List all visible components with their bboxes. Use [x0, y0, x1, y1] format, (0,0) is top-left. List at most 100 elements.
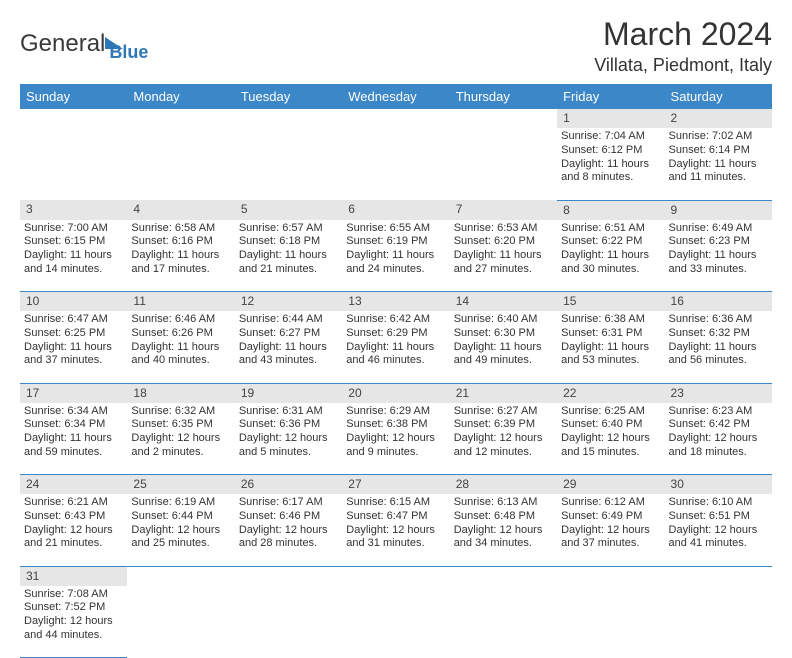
day-number-cell: 12: [235, 292, 342, 312]
day-number-cell: 25: [127, 475, 234, 495]
daylight-text: and 21 minutes.: [239, 263, 338, 277]
day-content-cell: Sunrise: 6:42 AMSunset: 6:29 PMDaylight:…: [342, 311, 449, 383]
day-content-cell: [342, 128, 449, 200]
daylight-text: Daylight: 11 hours: [24, 432, 123, 446]
daylight-text: and 11 minutes.: [669, 171, 768, 185]
daylight-text: and 40 minutes.: [131, 354, 230, 368]
daylight-text: Daylight: 12 hours: [669, 524, 768, 538]
day-content-cell: Sunrise: 6:23 AMSunset: 6:42 PMDaylight:…: [665, 403, 772, 475]
day-number-cell: 13: [342, 292, 449, 312]
day-number-cell: [20, 109, 127, 128]
daylight-text: and 27 minutes.: [454, 263, 553, 277]
daylight-text: and 56 minutes.: [669, 354, 768, 368]
daylight-text: and 41 minutes.: [669, 537, 768, 551]
sunset-text: Sunset: 6:20 PM: [454, 235, 553, 249]
day-content-cell: [665, 586, 772, 658]
daylight-text: Daylight: 11 hours: [239, 341, 338, 355]
day-content-cell: Sunrise: 6:13 AMSunset: 6:48 PMDaylight:…: [450, 494, 557, 566]
sunset-text: Sunset: 6:27 PM: [239, 327, 338, 341]
daylight-text: Daylight: 12 hours: [561, 524, 660, 538]
daylight-text: and 5 minutes.: [239, 446, 338, 460]
daylight-text: and 9 minutes.: [346, 446, 445, 460]
day-content-cell: Sunrise: 6:57 AMSunset: 6:18 PMDaylight:…: [235, 220, 342, 292]
brand-logo: General Blue: [20, 24, 148, 63]
calendar-body: 12Sunrise: 7:04 AMSunset: 6:12 PMDayligh…: [20, 109, 772, 658]
day-number-cell: 31: [20, 566, 127, 586]
sunrise-text: Sunrise: 6:36 AM: [669, 313, 768, 327]
sunset-text: Sunset: 6:30 PM: [454, 327, 553, 341]
daylight-text: Daylight: 11 hours: [131, 249, 230, 263]
sunset-text: Sunset: 6:18 PM: [239, 235, 338, 249]
daylight-text: and 43 minutes.: [239, 354, 338, 368]
daylight-text: Daylight: 11 hours: [131, 341, 230, 355]
day-number-cell: 30: [665, 475, 772, 495]
day-content-row: Sunrise: 6:34 AMSunset: 6:34 PMDaylight:…: [20, 403, 772, 475]
day-content-cell: [127, 128, 234, 200]
sunrise-text: Sunrise: 6:29 AM: [346, 405, 445, 419]
sunset-text: Sunset: 6:16 PM: [131, 235, 230, 249]
day-content-cell: Sunrise: 6:36 AMSunset: 6:32 PMDaylight:…: [665, 311, 772, 383]
calendar-table: SundayMondayTuesdayWednesdayThursdayFrid…: [20, 84, 772, 658]
day-number-cell: [450, 566, 557, 586]
daylight-text: and 37 minutes.: [561, 537, 660, 551]
sunset-text: Sunset: 6:29 PM: [346, 327, 445, 341]
daylight-text: Daylight: 11 hours: [561, 341, 660, 355]
daylight-text: Daylight: 12 hours: [239, 432, 338, 446]
daylight-text: Daylight: 11 hours: [239, 249, 338, 263]
weekday-header: Sunday: [20, 84, 127, 109]
sunset-text: Sunset: 6:49 PM: [561, 510, 660, 524]
sunset-text: Sunset: 6:40 PM: [561, 418, 660, 432]
day-content-cell: [235, 128, 342, 200]
sunrise-text: Sunrise: 6:55 AM: [346, 222, 445, 236]
sunrise-text: Sunrise: 6:53 AM: [454, 222, 553, 236]
weekday-header: Wednesday: [342, 84, 449, 109]
sunset-text: Sunset: 6:12 PM: [561, 144, 660, 158]
day-number-cell: 11: [127, 292, 234, 312]
sunset-text: Sunset: 6:34 PM: [24, 418, 123, 432]
day-content-cell: Sunrise: 7:00 AMSunset: 6:15 PMDaylight:…: [20, 220, 127, 292]
sunrise-text: Sunrise: 6:47 AM: [24, 313, 123, 327]
daylight-text: and 24 minutes.: [346, 263, 445, 277]
day-content-cell: Sunrise: 6:46 AMSunset: 6:26 PMDaylight:…: [127, 311, 234, 383]
daylight-text: Daylight: 12 hours: [24, 524, 123, 538]
sunset-text: Sunset: 6:43 PM: [24, 510, 123, 524]
title-block: March 2024 Villata, Piedmont, Italy: [594, 16, 772, 76]
day-content-cell: Sunrise: 7:04 AMSunset: 6:12 PMDaylight:…: [557, 128, 664, 200]
day-number-cell: 18: [127, 383, 234, 403]
day-content-cell: [450, 586, 557, 658]
sunset-text: Sunset: 6:19 PM: [346, 235, 445, 249]
day-number-cell: 3: [20, 200, 127, 220]
daylight-text: and 46 minutes.: [346, 354, 445, 368]
daylight-text: Daylight: 11 hours: [24, 341, 123, 355]
brand-name-1: General: [20, 30, 105, 58]
day-content-cell: Sunrise: 6:53 AMSunset: 6:20 PMDaylight:…: [450, 220, 557, 292]
weekday-header-row: SundayMondayTuesdayWednesdayThursdayFrid…: [20, 84, 772, 109]
day-content-row: Sunrise: 6:47 AMSunset: 6:25 PMDaylight:…: [20, 311, 772, 383]
sunset-text: Sunset: 6:35 PM: [131, 418, 230, 432]
sunrise-text: Sunrise: 6:44 AM: [239, 313, 338, 327]
daylight-text: Daylight: 11 hours: [561, 249, 660, 263]
day-number-cell: 19: [235, 383, 342, 403]
day-number-cell: 1: [557, 109, 664, 128]
day-number-cell: 8: [557, 200, 664, 220]
daylight-text: and 14 minutes.: [24, 263, 123, 277]
day-number-cell: 22: [557, 383, 664, 403]
day-content-cell: Sunrise: 7:08 AMSunset: 7:52 PMDaylight:…: [20, 586, 127, 658]
sunrise-text: Sunrise: 6:13 AM: [454, 496, 553, 510]
sunset-text: Sunset: 6:44 PM: [131, 510, 230, 524]
sunrise-text: Sunrise: 6:49 AM: [669, 222, 768, 236]
sunrise-text: Sunrise: 6:17 AM: [239, 496, 338, 510]
day-number-row: 31: [20, 566, 772, 586]
day-number-cell: 29: [557, 475, 664, 495]
sunrise-text: Sunrise: 6:42 AM: [346, 313, 445, 327]
sunrise-text: Sunrise: 6:21 AM: [24, 496, 123, 510]
sunrise-text: Sunrise: 7:04 AM: [561, 130, 660, 144]
daylight-text: and 33 minutes.: [669, 263, 768, 277]
sunrise-text: Sunrise: 6:27 AM: [454, 405, 553, 419]
daylight-text: Daylight: 11 hours: [346, 341, 445, 355]
day-content-cell: [342, 586, 449, 658]
sunset-text: Sunset: 6:48 PM: [454, 510, 553, 524]
day-number-cell: [342, 109, 449, 128]
day-content-cell: Sunrise: 6:12 AMSunset: 6:49 PMDaylight:…: [557, 494, 664, 566]
day-number-cell: 2: [665, 109, 772, 128]
